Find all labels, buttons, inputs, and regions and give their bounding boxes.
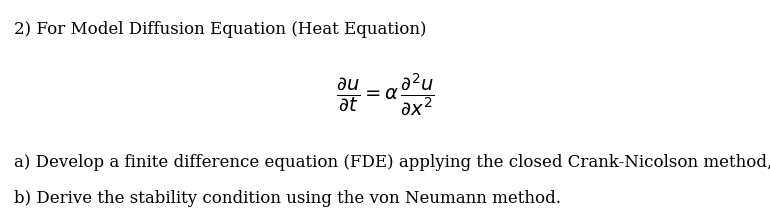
Text: 2) For Model Diffusion Equation (Heat Equation): 2) For Model Diffusion Equation (Heat Eq… (14, 21, 427, 38)
Text: a) Develop a finite difference equation (FDE) applying the closed Crank-Nicolson: a) Develop a finite difference equation … (14, 154, 770, 171)
Text: b) Derive the stability condition using the von Neumann method.: b) Derive the stability condition using … (14, 190, 561, 207)
Text: $\dfrac{\partial u}{\partial t} = \alpha\,\dfrac{\partial^2 u}{\partial x^2}$: $\dfrac{\partial u}{\partial t} = \alpha… (336, 71, 434, 117)
